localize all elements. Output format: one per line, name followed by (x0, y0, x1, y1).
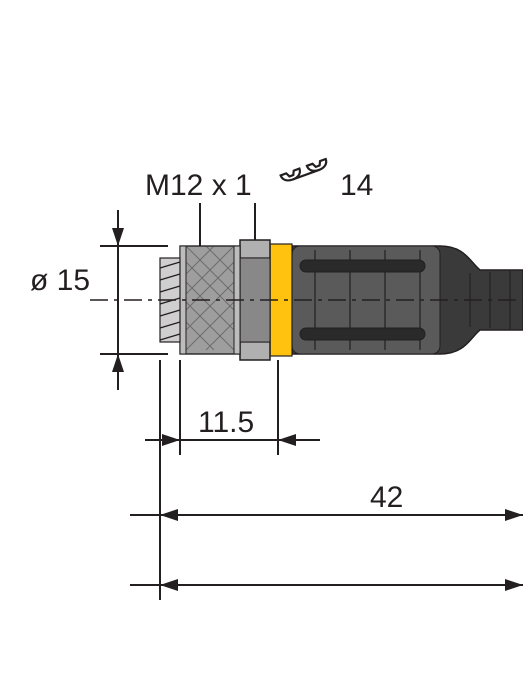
thread-label: M12 x 1 (145, 169, 252, 202)
knurl-length-label: 11.5 (198, 406, 254, 439)
svg-text:M12 x 1: M12 x 1 (145, 169, 252, 202)
svg-text:42: 42 (370, 481, 403, 514)
wrench-size: 14 (340, 169, 373, 202)
svg-text:11.5: 11.5 (198, 406, 254, 439)
connector-technical-drawing: M12 x 1 14 ø 15 11.5 (0, 0, 523, 700)
cutoff-dimension (130, 530, 523, 600)
thread-and-wrench-label: M12 x 1 14 (145, 159, 373, 246)
wrench-icon (281, 159, 329, 183)
svg-text:14: 14 (340, 169, 373, 202)
diameter-label: ø 15 (30, 264, 90, 297)
knurl-length-dimension: 11.5 (145, 360, 320, 455)
svg-text:ø 15: ø 15 (30, 264, 90, 297)
overall-length-label: 42 (370, 481, 403, 514)
overall-length-dimension: 42 (130, 360, 523, 530)
